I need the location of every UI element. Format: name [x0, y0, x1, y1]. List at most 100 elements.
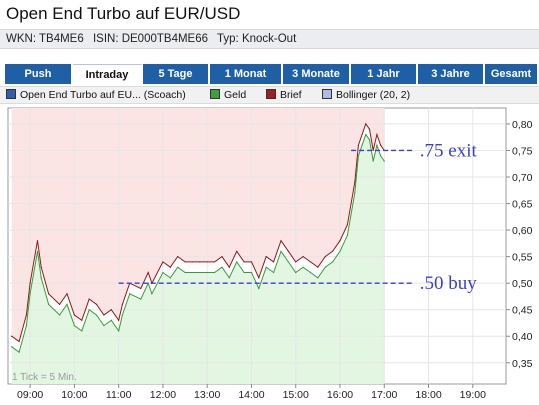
data-point-geld: [140, 298, 142, 300]
legend-item-geld[interactable]: Geld: [210, 87, 246, 103]
data-point-geld: [184, 271, 186, 274]
data-point-geld: [243, 271, 245, 274]
tab-1-jahr[interactable]: 1 Jahr: [351, 64, 418, 84]
tab-3-monate[interactable]: 3 Monate: [283, 64, 351, 84]
bid-area-fill: [11, 134, 385, 384]
data-point-geld: [379, 155, 382, 157]
data-point-brief: [361, 133, 363, 136]
data-point-brief: [295, 261, 297, 263]
data-point-geld: [36, 250, 39, 252]
data-point-geld: [151, 293, 153, 295]
tab-push[interactable]: Push: [5, 64, 73, 84]
data-point-geld: [332, 261, 334, 263]
data-point-geld: [66, 303, 68, 305]
data-point-brief: [332, 250, 334, 252]
data-point-brief: [88, 298, 90, 300]
timeframe-tabs: Push Intraday 5 Tage 1 Monat 3 Monate 1 …: [5, 64, 539, 84]
data-point-geld: [118, 330, 120, 332]
data-point-brief: [184, 261, 186, 263]
x-tick-label: 12:00: [150, 389, 176, 401]
y-tick-label: 0,40: [512, 331, 533, 343]
data-point-brief: [250, 261, 253, 263]
x-tick-label: 15:00: [283, 389, 309, 401]
data-point-geld: [236, 261, 238, 263]
data-point-brief: [162, 261, 164, 263]
legend-swatch-geld: [210, 89, 220, 99]
data-point-brief: [59, 303, 61, 305]
data-point-brief: [95, 303, 98, 305]
data-point-brief: [29, 282, 31, 284]
isin-label: ISIN: DE000TB4ME66: [92, 33, 209, 45]
tab-1-monat[interactable]: 1 Monat: [210, 64, 283, 84]
tab-intraday[interactable]: Intraday: [73, 64, 143, 84]
y-tick-label: 0,75: [512, 145, 533, 157]
data-point-geld: [95, 314, 98, 316]
instrument-meta: WKN: TB4ME6 ISIN: DE000TB4ME66 Typ: Knoc…: [0, 29, 539, 49]
data-point-geld: [11, 346, 13, 348]
data-point-geld: [88, 309, 90, 311]
data-point-geld: [354, 192, 356, 194]
data-point-brief: [140, 287, 142, 290]
data-point-geld: [317, 277, 319, 279]
x-tick-label: 10:00: [61, 389, 87, 401]
data-point-brief: [191, 261, 194, 263]
data-point-geld: [147, 282, 149, 284]
data-point-brief: [357, 144, 360, 146]
data-point-geld: [383, 160, 385, 162]
data-point-brief: [302, 256, 304, 258]
data-point-geld: [169, 277, 171, 279]
data-point-brief: [354, 181, 356, 183]
chart-legend: Open End Turbo auf EU... (Scoach) Geld B…: [0, 86, 539, 104]
data-point-brief: [221, 256, 223, 258]
x-tick-label: 09:00: [17, 389, 43, 401]
data-point-brief: [47, 293, 50, 295]
legend-item-bollinger[interactable]: Bollinger (20, 2): [322, 87, 410, 103]
data-point-brief: [324, 256, 326, 258]
data-point-geld: [376, 144, 378, 146]
intraday-chart: .75 exit .50 buy 09:00 10:00 11:00 12:00 13:00…: [7, 107, 533, 401]
legend-label-brief: Brief: [280, 89, 302, 101]
data-point-geld: [287, 261, 289, 263]
data-point-geld: [346, 234, 348, 236]
tab-3-jahre[interactable]: 3 Jahre: [418, 64, 485, 84]
data-point-brief: [169, 266, 171, 268]
data-point-geld: [162, 271, 164, 274]
data-point-brief: [317, 266, 319, 268]
data-point-geld: [250, 271, 253, 274]
data-point-geld: [40, 277, 42, 279]
data-point-brief: [177, 256, 179, 258]
y-tick-label: 0,35: [512, 358, 533, 370]
data-point-brief: [372, 149, 374, 152]
tab-gesamt[interactable]: Gesamt: [485, 64, 539, 84]
data-point-brief: [103, 314, 105, 316]
data-point-brief: [243, 261, 245, 263]
tick-footnote: 1 Tick = 5 Min.: [12, 372, 77, 383]
data-point-geld: [339, 250, 341, 252]
data-point-brief: [280, 240, 282, 242]
legend-label-geld: Geld: [224, 89, 247, 101]
data-point-geld: [129, 293, 131, 295]
page-title: Open End Turbo auf EUR/USD: [6, 4, 241, 23]
data-point-brief: [265, 256, 267, 258]
data-point-brief: [118, 319, 120, 321]
data-point-geld: [361, 144, 363, 146]
legend-swatch-scoach: [6, 89, 16, 99]
data-point-geld: [47, 303, 50, 305]
data-point-geld: [73, 325, 75, 327]
data-point-brief: [213, 261, 216, 263]
data-point-brief: [40, 266, 42, 268]
data-point-brief: [110, 309, 112, 311]
legend-label-scoach: Open End Turbo auf EU... (Scoach): [20, 89, 186, 101]
type-label: Typ: Knock-Out: [217, 33, 297, 45]
series-line-brief: [11, 122, 385, 343]
data-point-geld: [324, 266, 326, 268]
legend-item-brief[interactable]: Brief: [266, 87, 302, 103]
data-point-brief: [287, 250, 289, 252]
data-point-brief: [147, 271, 149, 274]
legend-item-scoach[interactable]: Open End Turbo auf EU... (Scoach): [6, 87, 186, 103]
y-tick-label: 0,55: [512, 252, 533, 264]
y-tick-label: 0,60: [512, 225, 533, 237]
data-point-brief: [376, 133, 378, 136]
tab-5-tage[interactable]: 5 Tage: [143, 64, 210, 84]
data-point-brief: [309, 261, 312, 263]
